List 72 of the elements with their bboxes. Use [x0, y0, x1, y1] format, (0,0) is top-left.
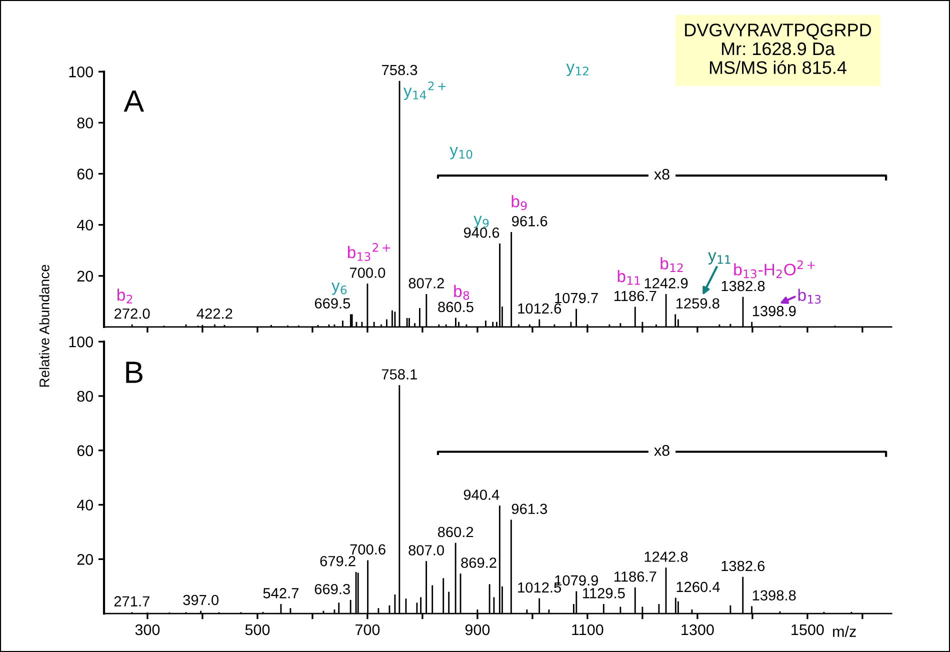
annotation: b$_{11}$	[618, 270, 640, 285]
x-tick-label: 500	[245, 624, 270, 636]
annotation: y$_{10}$	[450, 147, 472, 160]
annotation: 860.5	[438, 302, 474, 312]
x-tick-label: 1100	[572, 624, 604, 636]
annotation: 272.0	[114, 308, 150, 319]
annotation: 542.7	[263, 588, 298, 598]
x-tick-label: 1500	[792, 624, 824, 636]
annotation: 669.3	[314, 584, 350, 594]
annotation: 1398.9	[752, 306, 796, 316]
y-tick-label: 40	[76, 220, 94, 231]
annotation: b$_{13}$-H$_{2}$O$^{2+}$	[734, 260, 815, 278]
annotation: 669.5	[314, 298, 350, 309]
annotation: 1079.7	[555, 292, 598, 304]
annotation: x8	[654, 445, 670, 456]
annotation: b$_{2}$	[117, 288, 132, 304]
annotation: 1382.8	[722, 280, 765, 292]
x-axis-title: m/z	[833, 626, 856, 637]
annotation: 1260.4	[676, 582, 720, 592]
annotation: 700.6	[350, 544, 386, 555]
annotation: 1186.7	[614, 290, 656, 302]
y-tick-label: 20	[77, 554, 94, 565]
annotation: x8	[654, 168, 670, 180]
annotation: 1186.7	[614, 571, 656, 582]
annotation: y$_{11}$	[708, 252, 730, 264]
annotation: b$_{13}$$^{2+}$	[348, 243, 390, 261]
annotation: 271.7	[114, 596, 150, 606]
annotation: 940.6	[464, 228, 500, 238]
y-tick-label: 80	[77, 118, 94, 128]
annotation: b$_{9}$	[512, 195, 527, 210]
annotation: 860.2	[438, 526, 474, 538]
annotation: 700.0	[350, 268, 386, 278]
y-tick-label: 80	[77, 390, 94, 402]
annotation: y$_{12}$	[566, 64, 588, 76]
annotation: 869.2	[461, 558, 496, 568]
annotation: 1259.8	[676, 298, 720, 309]
x-tick-label: 900	[465, 624, 490, 636]
y-tick-label: 60	[77, 168, 94, 180]
annotation: 961.3	[512, 504, 548, 514]
annotation: 1242.8	[644, 552, 688, 562]
chart-title: A	[124, 90, 144, 112]
y-tick-label: 40	[76, 500, 94, 510]
annotation: 961.6	[512, 216, 548, 226]
annotation: b$_{13}$	[798, 288, 821, 304]
x-tick-label: 1300	[682, 624, 714, 636]
annotation: 1129.5	[583, 588, 625, 598]
annotation: y$_{9}$	[474, 216, 489, 228]
x-tick-label: 700	[355, 624, 380, 636]
annotation: b$_{8}$	[454, 284, 470, 300]
annotation: DVGVYRAVTPQGRPD Mr: 1628.9 Da MS/MS ión 815.4	[685, 24, 872, 74]
annotation: y$_{14}$$^{2+}$	[403, 82, 446, 100]
x-tick-label: 300	[135, 624, 160, 636]
annotation: 758.1	[382, 369, 417, 380]
y-tick-label: 100	[69, 336, 94, 348]
annotation: y$_{6}$	[331, 282, 347, 295]
annotation: 397.0	[183, 594, 218, 606]
annotation: 940.4	[464, 490, 500, 500]
annotation: 679.2	[320, 556, 356, 566]
annotation: 1398.8	[752, 590, 796, 601]
text: B	[126, 362, 142, 383]
annotation: 758.3	[382, 64, 418, 76]
y-axis-title: Relative Abundance	[39, 264, 50, 387]
annotation: 1012.6	[518, 303, 562, 314]
annotation: 807.2	[408, 278, 444, 288]
annotation: 1242.9	[644, 278, 688, 288]
annotation: b$_{12}$	[660, 257, 683, 272]
y-tick-label: 100	[69, 66, 94, 78]
y-tick-label: 60	[77, 445, 94, 456]
y-tick-label: 20	[77, 270, 94, 282]
annotation: 422.2	[196, 308, 232, 319]
annotation: 807.0	[408, 545, 444, 556]
annotation: 1382.6	[722, 560, 765, 572]
